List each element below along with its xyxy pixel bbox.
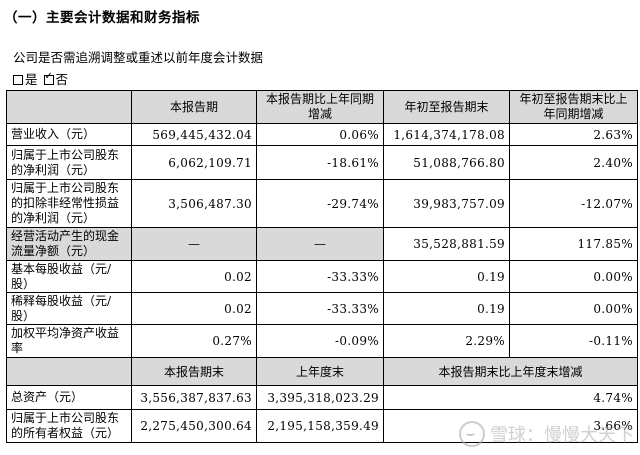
table1-header-ytd: 年初至报告期末 xyxy=(383,90,510,124)
table-row: 加权平均净资产收益率 0.27% -0.09% 2.29% -0.11% xyxy=(6,324,638,358)
cell-ytd-change: 0.00% xyxy=(509,260,638,293)
cell-change: 3.66% xyxy=(383,409,638,443)
cell-current-period: 3,506,487.30 xyxy=(131,179,257,228)
checkbox-no[interactable] xyxy=(43,71,54,85)
checkbox-yes[interactable] xyxy=(13,74,23,85)
cell-current-period: 0.02 xyxy=(131,292,257,325)
table-row: 基本每股收益（元/股） 0.02 -33.33% 0.19 0.00% xyxy=(6,260,638,293)
cell-prior-year-end: 3,395,318,023.29 xyxy=(256,385,384,410)
cell-ytd: 0.19 xyxy=(383,260,510,293)
cell-current-period: 6,062,109.71 xyxy=(131,145,257,180)
table-row: 经营活动产生的现金流量净额（元） — — 35,528,881.59 117.8… xyxy=(6,227,638,261)
financial-data-table: 本报告期 本报告期比上年同期增减 年初至报告期末 年初至报告期末比上年同期增减 … xyxy=(6,90,638,443)
cell-ytd-change: 2.40% xyxy=(509,145,638,180)
table1-header-current-period: 本报告期 xyxy=(131,90,257,124)
table-row: 营业收入（元） 569,445,432.04 0.06% 1,614,374,1… xyxy=(6,123,638,146)
row-label: 经营活动产生的现金流量净额（元） xyxy=(6,227,132,261)
table2-header-prior-year-end: 上年度末 xyxy=(256,357,384,386)
row-label: 加权平均净资产收益率 xyxy=(6,324,132,358)
cell-ytd: 2.29% xyxy=(383,324,510,358)
row-label: 总资产（元） xyxy=(6,385,132,410)
cell-ytd: 39,983,757.09 xyxy=(383,179,510,228)
cell-period-change: -33.33% xyxy=(256,260,384,293)
choice-no-label: 否 xyxy=(55,72,69,87)
cell-ytd: 51,088,766.80 xyxy=(383,145,510,180)
row-label: 归属于上市公司股东的扣除非经常性损益的净利润（元） xyxy=(6,179,132,228)
cell-current-period: 0.27% xyxy=(131,324,257,358)
table-row: 归属于上市公司股东的所有者权益（元） 2,275,450,300.64 2,19… xyxy=(6,409,638,443)
cell-period-change: -0.09% xyxy=(256,324,384,358)
restatement-choices: 是 否 xyxy=(13,69,74,88)
cell-current-period: 569,445,432.04 xyxy=(131,123,257,146)
cell-current-period: 0.02 xyxy=(131,260,257,293)
cell-period-end: 3,556,387,837.63 xyxy=(131,385,257,410)
row-label: 归属于上市公司股东的所有者权益（元） xyxy=(6,409,132,443)
table2-header-empty xyxy=(6,357,132,386)
table1-header-empty xyxy=(6,90,132,124)
cell-ytd: 35,528,881.59 xyxy=(383,227,510,261)
row-label: 稀释每股收益（元/股） xyxy=(6,292,132,325)
table2-header-period-end: 本报告期末 xyxy=(131,357,257,386)
table-row: 稀释每股收益（元/股） 0.02 -33.33% 0.19 0.00% xyxy=(6,292,638,325)
restatement-question: 公司是否需追溯调整或重述以前年度会计数据 xyxy=(13,50,264,65)
row-label: 营业收入（元） xyxy=(6,123,132,146)
cell-ytd-change: 2.63% xyxy=(509,123,638,146)
section-title: （一）主要会计数据和财务指标 xyxy=(4,10,200,26)
table1-header-period-change: 本报告期比上年同期增减 xyxy=(256,90,384,124)
table-row: 总资产（元） 3,556,387,837.63 3,395,318,023.29… xyxy=(6,385,638,410)
table-row: 归属于上市公司股东的扣除非经常性损益的净利润（元） 3,506,487.30 -… xyxy=(6,179,638,228)
cell-period-change: 0.06% xyxy=(256,123,384,146)
cell-period-change: -18.61% xyxy=(256,145,384,180)
cell-ytd-change: 117.85% xyxy=(509,227,638,261)
row-label: 归属于上市公司股东的净利润（元） xyxy=(6,145,132,180)
cell-ytd-change: -0.11% xyxy=(509,324,638,358)
table1-header-ytd-change: 年初至报告期末比上年同期增减 xyxy=(509,90,638,124)
cell-period-change: -29.74% xyxy=(256,179,384,228)
table2-header-change: 本报告期末比上年度末增减 xyxy=(383,357,638,386)
row-label: 基本每股收益（元/股） xyxy=(6,260,132,293)
table2-header-row: 本报告期末 上年度末 本报告期末比上年度末增减 xyxy=(6,357,638,386)
cell-current-period: — xyxy=(131,227,257,261)
cell-period-end: 2,275,450,300.64 xyxy=(131,409,257,443)
choice-yes-label: 是 xyxy=(25,72,38,87)
cell-ytd-change: 0.00% xyxy=(509,292,638,325)
table-row: 归属于上市公司股东的净利润（元） 6,062,109.71 -18.61% 51… xyxy=(6,145,638,180)
cell-ytd: 0.19 xyxy=(383,292,510,325)
cell-period-change: — xyxy=(256,227,384,261)
cell-prior-year-end: 2,195,158,359.49 xyxy=(256,409,384,443)
cell-ytd-change: -12.07% xyxy=(509,179,638,228)
cell-period-change: -33.33% xyxy=(256,292,384,325)
cell-ytd: 1,614,374,178.08 xyxy=(383,123,510,146)
cell-change: 4.74% xyxy=(383,385,638,410)
table1-header-row: 本报告期 本报告期比上年同期增减 年初至报告期末 年初至报告期末比上年同期增减 xyxy=(6,90,638,124)
